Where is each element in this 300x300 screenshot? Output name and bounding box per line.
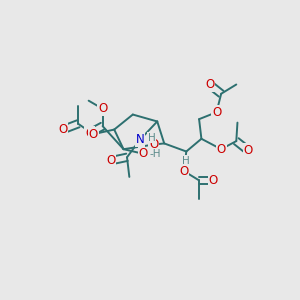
Text: N: N	[135, 134, 144, 146]
Text: -H: -H	[149, 149, 161, 159]
Text: O: O	[212, 106, 221, 119]
Text: O: O	[205, 78, 214, 91]
Text: O: O	[208, 174, 218, 187]
Text: O: O	[98, 102, 107, 115]
Text: O: O	[85, 127, 94, 140]
Text: O: O	[149, 138, 158, 151]
Text: O: O	[106, 154, 116, 167]
Text: H: H	[182, 156, 190, 166]
Text: O: O	[217, 143, 226, 156]
Text: O: O	[179, 165, 189, 178]
Text: O: O	[243, 144, 253, 157]
Text: O: O	[58, 123, 68, 136]
Text: O: O	[89, 128, 98, 141]
Text: H: H	[148, 133, 156, 142]
Text: O: O	[139, 147, 148, 160]
